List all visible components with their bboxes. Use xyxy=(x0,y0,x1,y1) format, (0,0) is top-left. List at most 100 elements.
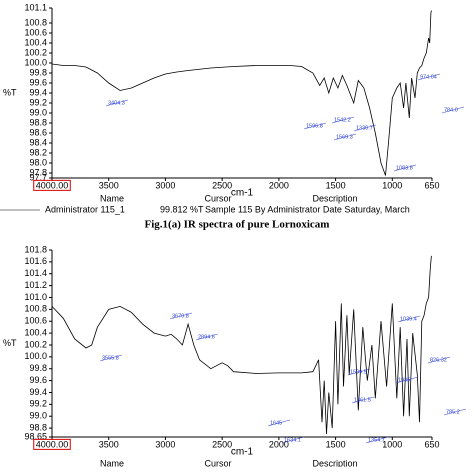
cursor-box xyxy=(33,179,71,191)
footer-column: Name xyxy=(100,458,124,467)
peak-label: 1330.7 xyxy=(356,125,373,131)
peak-leader xyxy=(105,99,129,107)
peak-label: 1361.5 xyxy=(354,397,371,403)
x-tick-label: 1000 xyxy=(382,180,402,190)
footer-column: Name xyxy=(100,193,124,203)
peak-leader xyxy=(267,419,291,427)
y-tick-label: 98.2 xyxy=(29,147,47,157)
x-tick-label: 650 xyxy=(424,439,439,449)
peak-label: 1634.1 xyxy=(284,437,301,443)
peak-label: 1542.2 xyxy=(334,117,351,123)
y-tick-label: 101.2 xyxy=(24,280,47,290)
cursor-box xyxy=(33,438,71,450)
peak-leader xyxy=(443,408,467,416)
footer-cell: Sample 115 By Administrator Date Saturda… xyxy=(205,204,410,214)
peak-label: 3670.8 xyxy=(172,313,189,319)
y-tick-label: 99.2 xyxy=(29,399,47,409)
peak-label: 1083.8 xyxy=(396,165,413,171)
peak-leader xyxy=(397,315,421,323)
footer-column: Cursor xyxy=(204,193,231,203)
peak-leader xyxy=(169,312,193,320)
x-axis-label: cm-1 xyxy=(231,447,254,458)
spectrum-line xyxy=(51,10,432,176)
footer-cell: 99.812 %T xyxy=(160,204,204,214)
y-tick-label: 99.0 xyxy=(29,107,47,117)
spectrum-line xyxy=(51,255,432,435)
y-tick-label: 99.2 xyxy=(29,97,47,107)
y-tick-label: 99.0 xyxy=(29,411,47,421)
footer-column: Description xyxy=(312,193,357,203)
x-tick-label: 650 xyxy=(424,180,439,190)
x-tick-label: 3000 xyxy=(155,180,175,190)
y-tick-label: 97.8 xyxy=(29,167,47,177)
y-tick-label: 100.2 xyxy=(24,339,47,349)
footer-column: Cursor xyxy=(204,458,231,467)
peak-leader xyxy=(417,73,441,81)
x-tick-label: 3000 xyxy=(155,439,175,449)
y-tick-label: 100.4 xyxy=(24,327,47,337)
peak-label: 974.04 xyxy=(420,74,437,80)
peak-label: 3555.8 xyxy=(102,355,119,361)
y-tick-label: 100.2 xyxy=(24,47,47,57)
y-tick-label: 101.0 xyxy=(24,292,47,302)
peak-label: 1569.3 xyxy=(336,134,353,140)
x-tick-label: 1500 xyxy=(326,439,346,449)
x-tick-label: 4000.00 xyxy=(36,180,69,190)
peak-leader xyxy=(393,164,417,172)
x-tick-label: 2500 xyxy=(212,180,232,190)
x-tick-label: 1500 xyxy=(326,180,346,190)
peak-leader xyxy=(351,396,375,404)
y-tick-label: 100.0 xyxy=(24,351,47,361)
peak-leader xyxy=(395,376,419,384)
peak-leader xyxy=(441,106,465,114)
peak-leader xyxy=(303,122,327,130)
y-tick-label: 99.8 xyxy=(29,363,47,373)
peak-leader xyxy=(195,333,219,341)
y-tick-label: 97.7 xyxy=(29,172,47,182)
x-tick-label: 3500 xyxy=(99,180,119,190)
y-axis-label: %T xyxy=(3,338,17,348)
x-tick-label: 3500 xyxy=(99,439,119,449)
peak-label: 1645 xyxy=(270,420,282,426)
x-tick-label: 2500 xyxy=(212,439,232,449)
x-axis-label: cm-1 xyxy=(231,188,254,199)
y-tick-label: 100.6 xyxy=(24,27,47,37)
y-tick-label: 98.6 xyxy=(29,127,47,137)
peak-leader xyxy=(281,436,305,444)
y-tick-label: 101.6 xyxy=(24,256,47,266)
y-tick-label: 100.4 xyxy=(24,37,47,47)
y-tick-label: 101.8 xyxy=(24,244,47,254)
y-tick-label: 98.65 xyxy=(24,431,47,441)
y-tick-label: 99.8 xyxy=(29,67,47,77)
y-tick-label: 98.8 xyxy=(29,422,47,432)
y-tick-label: 100.6 xyxy=(24,316,47,326)
caption: Fig.1(a) IR spectra of pure Lornoxicam xyxy=(145,219,330,231)
y-tick-label: 98.0 xyxy=(29,157,47,167)
peak-label: 1035 xyxy=(398,377,410,383)
peak-leader xyxy=(427,356,451,364)
peak-leader xyxy=(353,124,377,132)
footer-column: Description xyxy=(312,458,357,467)
y-tick-label: 99.6 xyxy=(29,375,47,385)
peak-label: 1599.5 xyxy=(350,369,367,375)
peak-label: 2894.6 xyxy=(198,334,215,340)
peak-label: 1039.4 xyxy=(400,316,417,322)
y-axis-label: %T xyxy=(3,87,17,97)
x-tick-label: 2000 xyxy=(269,180,289,190)
peak-leader xyxy=(333,133,357,141)
peak-leader xyxy=(99,354,123,362)
y-tick-label: 99.4 xyxy=(29,87,47,97)
peak-label: 1354.7 xyxy=(368,437,385,443)
x-tick-label: 4000.00 xyxy=(36,439,69,449)
peak-label: 3404.3 xyxy=(108,100,125,106)
footer-cell: Administrator 115_1 xyxy=(45,204,125,214)
y-tick-label: 98.4 xyxy=(29,137,47,147)
y-tick-label: 98.8 xyxy=(29,117,47,127)
peak-label: 826.32 xyxy=(430,357,447,363)
x-tick-label: 1000 xyxy=(382,439,402,449)
y-tick-label: 99.6 xyxy=(29,77,47,87)
peak-leader xyxy=(365,436,389,444)
peak-leader xyxy=(347,368,371,376)
